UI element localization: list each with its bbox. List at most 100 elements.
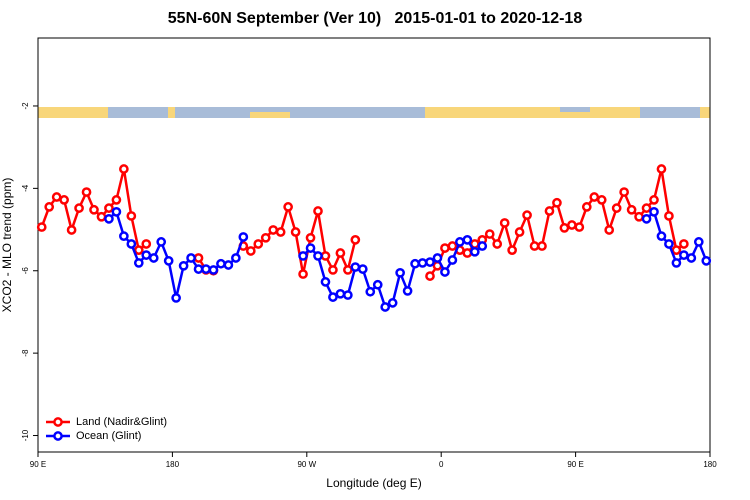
data-point — [268, 225, 279, 235]
data-point — [425, 257, 435, 267]
data-point — [395, 267, 405, 278]
data-point — [275, 227, 286, 237]
data-point — [641, 203, 652, 213]
data-point — [664, 211, 674, 221]
data-point — [380, 302, 391, 312]
data-point — [163, 256, 174, 266]
data-point — [581, 202, 592, 212]
data-point — [365, 286, 376, 297]
data-point — [186, 253, 196, 263]
data-point — [619, 187, 629, 197]
y-tick-label: -10 — [21, 429, 30, 441]
data-point — [350, 262, 361, 272]
data-point — [328, 292, 338, 302]
x-tick-label: 90 E — [30, 460, 46, 469]
data-point — [357, 264, 368, 274]
data-point — [320, 277, 331, 287]
data-point — [701, 256, 712, 266]
data-point — [133, 245, 144, 255]
data-point — [335, 248, 346, 258]
x-tick-label: 180 — [703, 460, 717, 469]
data-point — [305, 243, 316, 253]
data-point — [253, 239, 264, 249]
data-point — [537, 241, 547, 251]
data-point — [104, 203, 114, 213]
data-point — [469, 246, 480, 257]
data-point — [649, 206, 659, 217]
data-point — [492, 239, 503, 249]
data-point — [679, 239, 689, 249]
data-point — [656, 231, 667, 241]
data-point — [328, 265, 338, 275]
data-point — [567, 220, 577, 230]
data-point — [440, 243, 450, 253]
data-point — [104, 213, 114, 224]
data-point — [245, 246, 256, 256]
data-point — [335, 288, 346, 299]
data-point — [499, 218, 510, 228]
data-point — [141, 250, 152, 260]
land-ocean-strip — [38, 107, 710, 118]
data-point — [81, 187, 92, 197]
data-point — [343, 290, 353, 300]
legend-marker — [53, 417, 63, 427]
data-point — [126, 211, 137, 221]
data-point — [477, 241, 488, 251]
data-point — [298, 269, 308, 279]
data-point — [671, 245, 682, 255]
x-axis-label: Longitude (deg E) — [326, 476, 421, 490]
x-tick-label: 0 — [439, 460, 444, 469]
legend-label: Ocean (Glint) — [76, 430, 141, 442]
data-point — [626, 204, 637, 215]
plot-frame — [37, 37, 711, 453]
data-point — [656, 164, 667, 174]
data-point — [462, 248, 473, 258]
data-point — [649, 195, 659, 205]
data-point — [455, 237, 465, 247]
data-point — [201, 264, 211, 274]
data-point — [484, 229, 495, 239]
data-point — [447, 255, 458, 265]
data-point — [350, 235, 361, 245]
data-point — [298, 251, 308, 261]
data-point — [133, 258, 144, 268]
data-point — [238, 232, 249, 242]
data-point — [171, 293, 181, 303]
data-point — [111, 195, 122, 205]
data-point — [178, 260, 189, 271]
data-point — [59, 195, 69, 205]
data-point — [320, 251, 331, 261]
data-point — [514, 227, 525, 237]
data-point — [387, 298, 398, 308]
data-point — [507, 245, 517, 255]
data-point — [402, 286, 413, 296]
data-point — [596, 195, 607, 205]
data-point — [231, 253, 241, 263]
data-point — [290, 227, 301, 237]
data-point — [313, 206, 323, 216]
data-point — [634, 211, 644, 222]
data-point — [544, 206, 555, 216]
x-tick-label: 180 — [166, 460, 180, 469]
data-point — [223, 260, 234, 270]
y-tick-label: -6 — [21, 267, 30, 275]
x-tick-label: 90 W — [297, 460, 316, 469]
data-point — [119, 231, 129, 241]
data-point — [440, 267, 450, 277]
data-point — [611, 203, 622, 213]
data-point — [216, 258, 226, 269]
data-point — [126, 239, 137, 249]
data-point — [119, 164, 129, 174]
data-point — [447, 241, 458, 251]
data-point — [193, 264, 204, 274]
data-point — [589, 192, 600, 202]
data-point — [74, 203, 84, 213]
y-tick-label: -4 — [21, 184, 30, 192]
legend-label: Land (Nadir&Glint) — [76, 416, 167, 428]
data-point — [148, 253, 159, 263]
y-axis-label: XCO2 - MLO trend (ppm) — [0, 178, 14, 313]
data-point — [111, 206, 122, 217]
data-point — [66, 225, 77, 235]
data-point — [417, 258, 428, 268]
